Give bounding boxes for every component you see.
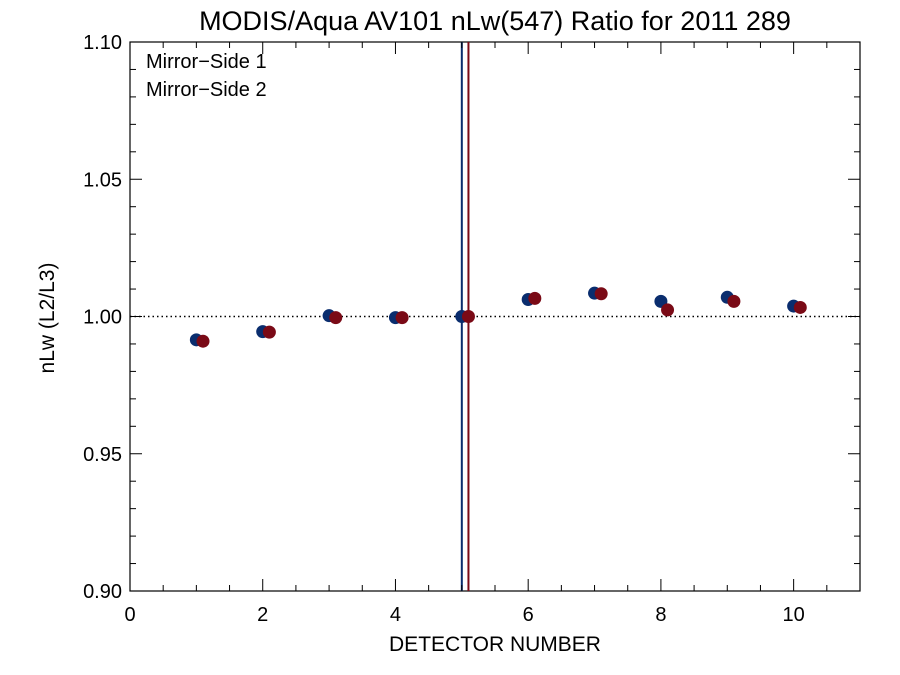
data-point-series-2 bbox=[594, 287, 608, 301]
y-axis-label: nLw (L2/L3) bbox=[36, 263, 59, 374]
x-tick-label: 8 bbox=[655, 604, 666, 626]
data-point-layer bbox=[189, 286, 807, 348]
data-point-series-2 bbox=[329, 311, 343, 325]
y-tick-label: 1.00 bbox=[83, 307, 122, 329]
tick-layer: 0 2 4 6 8 10 0.90 0.95 1.00 1.05 1.10 bbox=[83, 32, 861, 626]
data-point-series-2 bbox=[528, 291, 542, 305]
data-point-series-2 bbox=[461, 310, 475, 323]
data-point-series-2 bbox=[793, 300, 807, 314]
data-point-series-2 bbox=[262, 325, 276, 339]
x-tick-label: 2 bbox=[257, 604, 268, 626]
x-tick-label: 4 bbox=[390, 604, 401, 626]
data-point-series-2 bbox=[661, 303, 675, 317]
y-tick-label: 1.10 bbox=[83, 32, 122, 54]
x-axis-label: DETECTOR NUMBER bbox=[389, 633, 601, 656]
legend: Mirror−Side 1 Mirror−Side 2 bbox=[146, 51, 267, 101]
y-tick-label: 1.05 bbox=[83, 169, 122, 191]
y-tick-label: 0.95 bbox=[83, 444, 122, 466]
legend-item-mirror-side-1: Mirror−Side 1 bbox=[146, 51, 267, 73]
chart-title: MODIS/Aqua AV101 nLw(547) Ratio for 2011… bbox=[199, 6, 791, 36]
x-tick-label: 6 bbox=[523, 604, 534, 626]
legend-item-mirror-side-2: Mirror−Side 2 bbox=[146, 79, 267, 101]
data-point-series-2 bbox=[395, 311, 409, 325]
x-tick-label: 10 bbox=[783, 604, 805, 626]
data-point-series-2 bbox=[727, 294, 741, 308]
x-tick-label: 0 bbox=[124, 604, 135, 626]
y-tick-label: 0.90 bbox=[83, 581, 122, 603]
data-point-series-2 bbox=[196, 334, 210, 348]
